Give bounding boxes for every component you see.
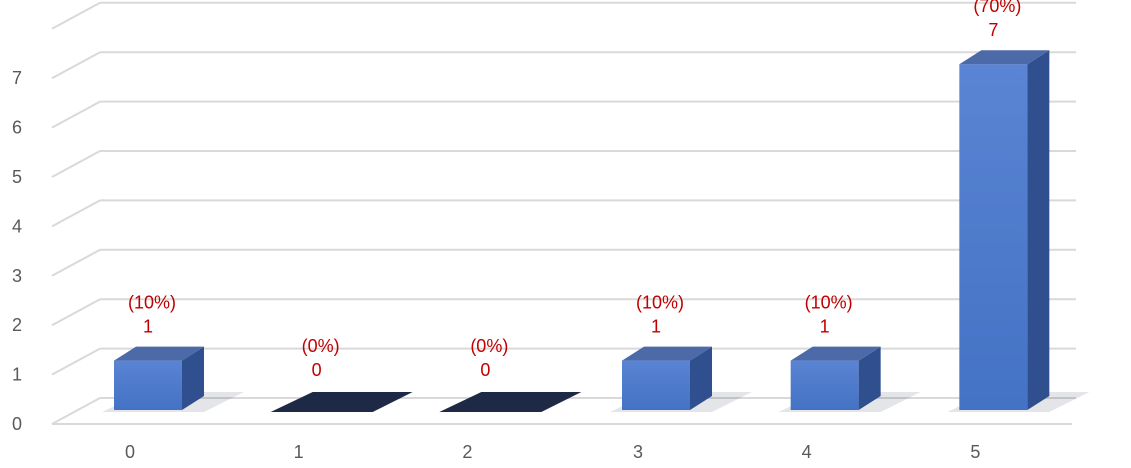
y-tick-label: 5: [12, 167, 22, 187]
gridline-side: [51, 150, 101, 178]
gridline-side: [51, 298, 101, 327]
bar: [622, 360, 690, 410]
gridline-side: [51, 397, 101, 425]
bar-shadow: [439, 392, 582, 412]
bar-side: [182, 346, 204, 410]
gridline-side: [51, 1, 101, 30]
data-label-percent: (10%): [128, 293, 176, 313]
gridline-side: [51, 100, 101, 129]
bar: [114, 360, 182, 410]
y-tick-label: 0: [12, 414, 22, 434]
data-label-percent: (70%): [973, 0, 1021, 16]
x-tick-label: 5: [970, 442, 980, 462]
x-tick-label: 2: [462, 442, 472, 462]
data-label-value: 0: [312, 360, 322, 380]
data-label-percent: (10%): [805, 293, 853, 313]
bar-side: [858, 346, 881, 410]
data-label-percent: (10%): [636, 293, 684, 313]
bar-top: [622, 346, 712, 361]
x-tick-label: 3: [633, 442, 643, 462]
bar: [790, 360, 859, 410]
gridline-side: [51, 51, 101, 80]
x-tick-label: 1: [294, 442, 304, 462]
bar-top: [790, 346, 881, 361]
bar-shadow: [270, 392, 413, 412]
bar-side: [1027, 50, 1050, 410]
gridline-side: [51, 199, 101, 228]
bars: [114, 50, 1050, 410]
data-label-percent: (0%): [302, 336, 340, 356]
data-labels: (10%) 1 (0%) 0 (0%) 0 (10%) 1 (10%) 1 (70%) 7: [128, 0, 1021, 380]
data-label-value: 1: [143, 317, 153, 337]
y-tick-label: 2: [12, 315, 22, 335]
x-axis-ticks: 0 1 2 3 4 5: [125, 442, 980, 462]
y-tick-label: 1: [12, 365, 22, 385]
x-tick-label: 4: [802, 442, 812, 462]
data-label-percent: (0%): [470, 336, 508, 356]
y-tick-label: 4: [12, 216, 22, 236]
y-tick-label: 7: [12, 68, 22, 88]
gridline-side: [51, 248, 101, 277]
y-tick-label: 3: [12, 266, 22, 286]
x-tick-label: 0: [125, 442, 135, 462]
bar: [959, 64, 1028, 410]
y-axis-ticks: 0 1 2 3 4 5 6 7: [12, 68, 22, 434]
data-label-value: 0: [480, 360, 490, 380]
data-label-value: 7: [988, 20, 998, 40]
bar-top: [114, 346, 204, 361]
gridlines: [51, 1, 1076, 425]
y-tick-label: 6: [12, 118, 22, 138]
bar-shadows: [102, 392, 1090, 412]
data-label-value: 1: [651, 317, 661, 337]
gridline-side: [51, 347, 101, 376]
bar-side: [690, 346, 712, 410]
data-label-value: 1: [820, 317, 830, 337]
bar-top: [959, 50, 1050, 65]
